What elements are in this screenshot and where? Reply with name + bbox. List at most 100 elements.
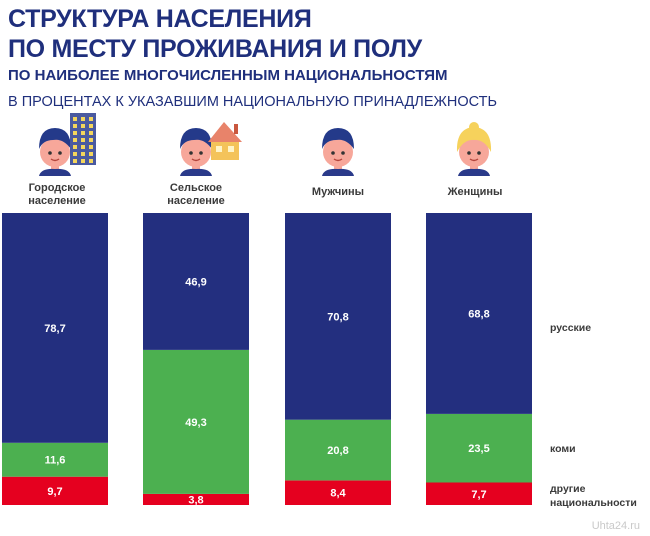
window-shape [216,146,222,152]
mouth-shape [191,158,201,162]
bar-segment [143,493,249,505]
eye-shape [199,151,203,155]
bar-stack: 3,8 49,3 46,9 [143,213,249,507]
category-label: население [167,195,224,207]
window-shape [73,124,77,128]
bar-segment [285,480,391,505]
face-shape [323,137,353,167]
data-label: 78,7 [44,323,65,335]
shoulders-shape [39,168,71,176]
eye-shape [48,151,52,155]
hair-shape [456,127,492,152]
data-label: 3,8 [188,495,203,507]
category-label: Мужчины [312,186,364,198]
bar-segment [285,419,391,481]
window-shape [73,138,77,142]
face-shape [459,137,489,167]
bar-stack: 7,7 23,5 68,8 [426,213,532,505]
bar-segment [426,482,532,505]
neck-shape [470,166,478,170]
window-shape [73,145,77,149]
shoulders-shape [458,168,490,176]
data-label: 70,8 [327,311,348,323]
mouth-shape [333,158,343,162]
man-city-building-icon [39,113,96,176]
window-shape [81,138,85,142]
data-label: 20,8 [327,445,348,457]
data-label: 11,6 [45,455,66,467]
eye-shape [331,151,335,155]
bar-segment [285,213,391,420]
window-shape [73,117,77,121]
hair-shape [39,128,71,149]
bar-segment [426,413,532,483]
face-shape [181,137,211,167]
data-label: 49,3 [185,417,206,429]
data-label: 23,5 [468,443,489,455]
window-shape [89,131,93,135]
house-shape [211,142,239,160]
chart-subtitle: ПО НАИБОЛЕЕ МНОГОЧИСЛЕННЫМ НАЦИОНАЛЬНОСТ… [8,67,448,84]
eye-shape [477,151,481,155]
roof-shape [208,122,242,142]
bar-segment [143,213,249,350]
legend-label: национальности [550,497,637,509]
window-shape [89,138,93,142]
window-shape [73,131,77,135]
category-label: население [28,195,85,207]
neck-shape [51,166,59,170]
hair-bun-shape [469,122,479,132]
units-note: В ПРОЦЕНТАХ К УКАЗАВШИМ НАЦИОНАЛЬНУЮ ПРИ… [8,94,497,110]
bar-segment [2,442,108,477]
man-rural-house-icon [180,122,242,176]
legend-label: другие [550,483,586,495]
bar-segment [143,349,249,494]
bar-segment [2,213,108,443]
data-label: 68,8 [468,308,489,320]
window-shape [81,117,85,121]
neck-shape [192,166,200,170]
eye-shape [467,151,471,155]
title-line-2: ПО МЕСТУ ПРОЖИВАНИЯ И ПОЛУ [8,35,422,63]
window-shape [89,124,93,128]
legend-label: русские [550,322,591,334]
eye-shape [58,151,62,155]
window-shape [228,146,234,152]
legend-label: коми [550,443,576,455]
watermark: Uhta24.ru [591,520,640,532]
eye-shape [341,151,345,155]
category-label: Сельское [170,182,222,194]
window-shape [89,152,93,156]
window-shape [81,159,85,163]
mouth-shape [469,158,479,162]
window-shape [81,124,85,128]
window-shape [81,131,85,135]
window-shape [89,117,93,121]
bar-segment [426,213,532,414]
window-shape [81,145,85,149]
data-label: 8,4 [330,488,346,500]
window-shape [81,152,85,156]
hair-shape [180,128,212,149]
eye-shape [189,151,193,155]
woman-icon [456,122,492,176]
bar-segment [2,476,108,505]
category-label: Городское [29,182,86,194]
face-shape [40,137,70,167]
mouth-shape [50,158,60,162]
chimney-shape [234,124,238,134]
data-label: 46,9 [185,277,206,289]
category-label: Женщины [447,186,503,198]
data-label: 9,7 [47,486,62,498]
shoulders-shape [180,168,212,176]
bar-stack: 9,7 11,6 78,7 [2,213,108,505]
neck-shape [334,166,342,170]
data-label: 7,7 [471,489,486,501]
window-shape [73,152,77,156]
hair-shape [322,128,354,149]
shoulders-shape [322,168,354,176]
man-icon [322,128,354,176]
window-shape [73,159,77,163]
window-shape [89,145,93,149]
